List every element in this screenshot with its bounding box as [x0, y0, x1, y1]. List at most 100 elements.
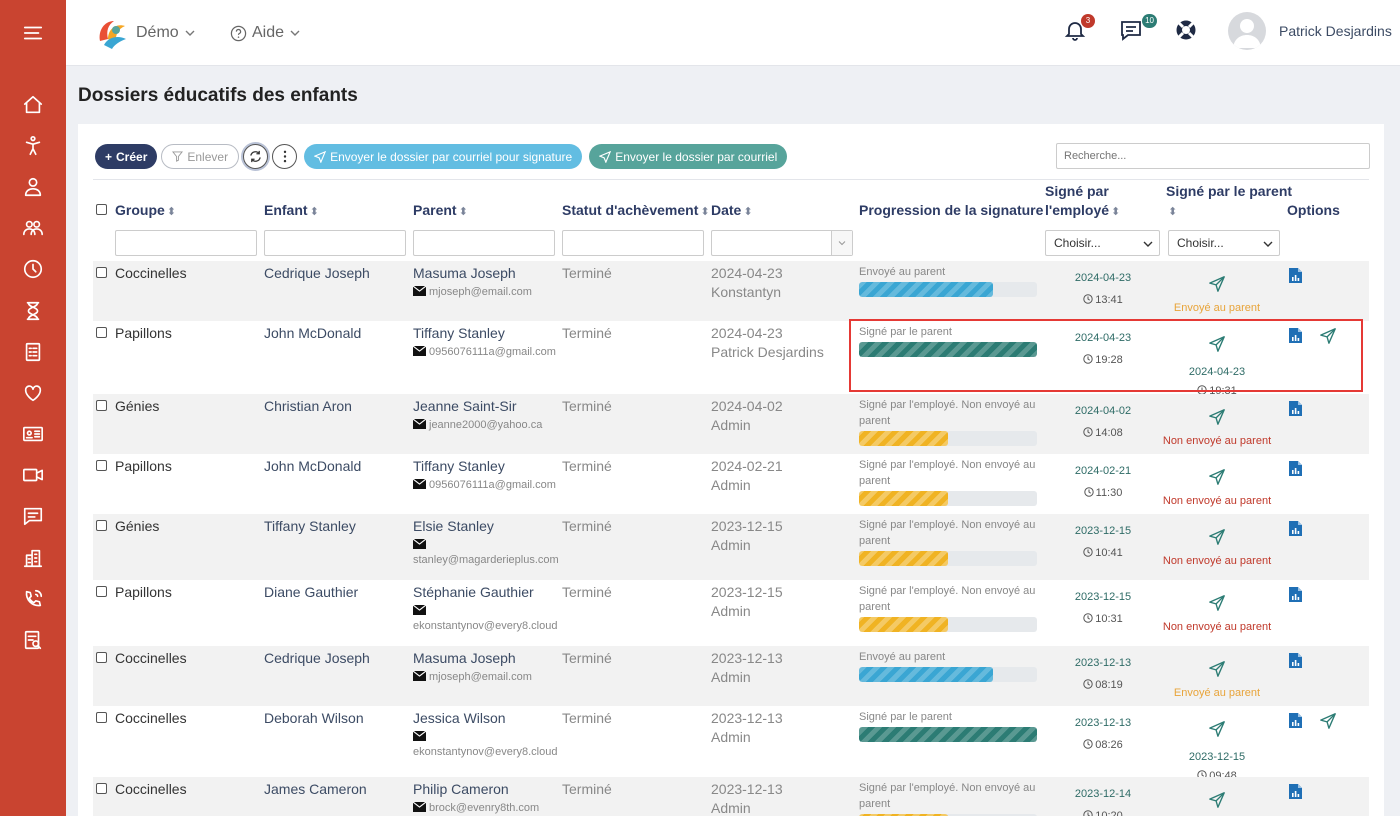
- mail-icon: [413, 539, 429, 551]
- clock-icon: [1083, 810, 1095, 816]
- row-checkbox[interactable]: [96, 460, 107, 471]
- user-name[interactable]: Patrick Desjardins: [1279, 23, 1392, 39]
- messages-button[interactable]: 10: [1119, 14, 1157, 48]
- row-checkbox[interactable]: [96, 400, 107, 411]
- parent-link[interactable]: Tiffany Stanley: [413, 325, 505, 341]
- column-header-group[interactable]: Groupe ⬍: [115, 201, 176, 222]
- parent-signed-select[interactable]: Choisir...: [1168, 230, 1280, 256]
- report-icon[interactable]: [18, 627, 48, 653]
- view-report-icon[interactable]: [1288, 400, 1303, 422]
- child-link[interactable]: James Cameron: [264, 781, 367, 797]
- send-to-parent-icon[interactable]: [1208, 661, 1226, 682]
- row-checkbox[interactable]: [96, 327, 107, 338]
- view-report-icon[interactable]: [1288, 652, 1303, 674]
- status-filter-input[interactable]: [562, 230, 704, 256]
- send-to-parent-icon[interactable]: [1208, 721, 1226, 742]
- column-header-signed-employee[interactable]: Signé par l'employé ⬍: [1045, 182, 1120, 222]
- building-icon[interactable]: [18, 545, 48, 571]
- parent-link[interactable]: Elsie Stanley: [413, 518, 494, 534]
- send-by-mail-button[interactable]: Envoyer le dossier par courriel: [589, 144, 788, 169]
- column-header-signed-parent[interactable]: Signé par le parent ⬍: [1166, 182, 1292, 222]
- row-checkbox[interactable]: [96, 586, 107, 597]
- remove-filters-button[interactable]: Enlever: [161, 144, 240, 169]
- row-checkbox[interactable]: [96, 267, 107, 278]
- column-header-status[interactable]: Statut d'achèvement ⬍: [562, 201, 710, 222]
- child-link[interactable]: John McDonald: [264, 325, 362, 341]
- group-icon[interactable]: [18, 215, 48, 241]
- row-checkbox[interactable]: [96, 652, 107, 663]
- child-link[interactable]: Cedrique Joseph: [264, 650, 370, 666]
- child-link[interactable]: Deborah Wilson: [264, 710, 364, 726]
- notifications-button[interactable]: 3: [1063, 14, 1095, 48]
- column-header-child[interactable]: Enfant ⬍: [264, 201, 319, 222]
- search-input[interactable]: [1056, 143, 1370, 169]
- view-report-icon[interactable]: [1288, 267, 1303, 289]
- column-header-date[interactable]: Date ⬍: [711, 201, 753, 222]
- progress-fill: [859, 551, 948, 566]
- avatar[interactable]: [1228, 12, 1266, 50]
- phone-icon[interactable]: [18, 586, 48, 612]
- create-button[interactable]: + Créer: [95, 144, 158, 169]
- staff-icon[interactable]: [18, 174, 48, 200]
- column-header-parent[interactable]: Parent ⬍: [413, 201, 468, 222]
- employee-signed-select[interactable]: Choisir...: [1045, 230, 1160, 256]
- select-all-checkbox[interactable]: [96, 204, 107, 215]
- video-icon[interactable]: [18, 462, 48, 488]
- resend-icon[interactable]: [1319, 712, 1337, 735]
- child-link[interactable]: Cedrique Joseph: [264, 265, 370, 281]
- child-icon[interactable]: [18, 133, 48, 159]
- send-to-parent-icon[interactable]: [1208, 276, 1226, 297]
- column-header-child-label: Enfant: [264, 202, 308, 218]
- view-report-icon[interactable]: [1288, 712, 1303, 734]
- child-filter-input[interactable]: [264, 230, 406, 256]
- logo[interactable]: [94, 15, 130, 51]
- row-checkbox[interactable]: [96, 712, 107, 723]
- id-card-icon[interactable]: [18, 421, 48, 447]
- date-picker-toggle[interactable]: [831, 231, 852, 255]
- parent-link[interactable]: Masuma Joseph: [413, 650, 516, 666]
- child-link[interactable]: Christian Aron: [264, 398, 352, 414]
- view-report-icon[interactable]: [1288, 520, 1303, 542]
- parent-link[interactable]: Philip Cameron: [413, 781, 509, 797]
- send-to-parent-icon[interactable]: [1208, 409, 1226, 430]
- view-report-icon[interactable]: [1288, 327, 1303, 349]
- parent-link[interactable]: Jeanne Saint-Sir: [413, 398, 517, 414]
- send-to-parent-icon[interactable]: [1208, 595, 1226, 616]
- view-report-icon[interactable]: [1288, 460, 1303, 482]
- view-report-icon[interactable]: [1288, 783, 1303, 805]
- resend-icon[interactable]: [1319, 327, 1337, 350]
- clock-icon[interactable]: [18, 256, 48, 282]
- parent-link[interactable]: Masuma Joseph: [413, 265, 516, 281]
- more-options-button[interactable]: [272, 144, 298, 169]
- parent-filter-input[interactable]: [413, 230, 555, 256]
- send-for-signature-button[interactable]: Envoyer le dossier par courriel pour sig…: [304, 144, 583, 169]
- support-button[interactable]: [1174, 18, 1204, 48]
- hourglass-icon[interactable]: [18, 298, 48, 324]
- group-filter-input[interactable]: [115, 230, 257, 256]
- child-link[interactable]: Diane Gauthier: [264, 584, 359, 600]
- date-filter-input[interactable]: [711, 230, 853, 256]
- row-checkbox[interactable]: [96, 783, 107, 794]
- refresh-button[interactable]: [243, 144, 269, 169]
- view-report-icon[interactable]: [1288, 586, 1303, 608]
- chat-icon[interactable]: [18, 503, 48, 529]
- menu-icon[interactable]: [18, 20, 48, 46]
- group-cell: Coccinelles: [115, 710, 187, 726]
- send-to-parent-icon[interactable]: [1208, 469, 1226, 490]
- employee-signed-time: 11:30: [1043, 486, 1163, 501]
- home-icon[interactable]: [18, 92, 48, 118]
- send-to-parent-icon[interactable]: [1208, 792, 1226, 813]
- checklist-icon[interactable]: [18, 339, 48, 365]
- parent-link[interactable]: Stéphanie Gauthier: [413, 584, 534, 600]
- send-to-parent-icon[interactable]: [1208, 336, 1226, 357]
- child-link[interactable]: John McDonald: [264, 458, 362, 474]
- heart-icon[interactable]: [18, 380, 48, 406]
- demo-menu[interactable]: Démo: [136, 24, 196, 42]
- parent-link[interactable]: Tiffany Stanley: [413, 458, 505, 474]
- send-to-parent-icon[interactable]: [1208, 529, 1226, 550]
- parent-link[interactable]: Jessica Wilson: [413, 710, 506, 726]
- help-menu[interactable]: Aide: [230, 24, 301, 42]
- child-link[interactable]: Tiffany Stanley: [264, 518, 356, 534]
- row-checkbox[interactable]: [96, 520, 107, 531]
- date-cell: 2023-12-13 Admin: [711, 709, 783, 747]
